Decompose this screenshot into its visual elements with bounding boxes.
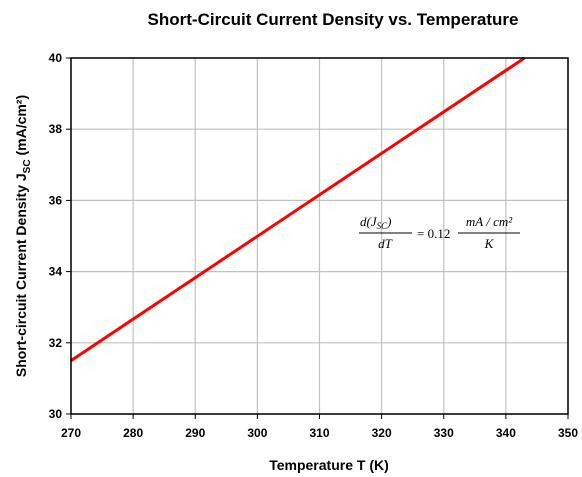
- equation-annotation: d(JSC) dT = 0.12 mA / cm² K: [359, 214, 520, 251]
- y-axis-label-prefix: Short-circuit Current Density J: [13, 173, 29, 377]
- x-tick-label: 270: [61, 426, 81, 440]
- y-tick-label: 38: [49, 122, 63, 136]
- x-tick-label: 350: [558, 426, 578, 440]
- y-tick-label: 30: [49, 407, 63, 421]
- x-tick-label: 300: [247, 426, 267, 440]
- eq-lhs-denominator: dT: [378, 236, 393, 251]
- x-tick-label: 340: [496, 426, 516, 440]
- eq-equals: = 0.12: [417, 226, 450, 241]
- y-tick-label: 34: [49, 265, 63, 279]
- x-tick-label: 330: [434, 426, 454, 440]
- y-axis-label: Short-circuit Current Density JSC (mA/cm…: [13, 95, 33, 377]
- y-tick-label: 36: [49, 193, 63, 207]
- y-axis-label-subscript: SC: [22, 159, 33, 173]
- x-tick-label: 290: [185, 426, 205, 440]
- y-axis-label-suffix: (mA/cm²): [13, 95, 29, 160]
- series-layer: [70, 56, 526, 362]
- series-line-0: [70, 56, 526, 362]
- y-tick-label: 40: [49, 51, 63, 65]
- eq-lhs-numerator: d(JSC): [360, 214, 391, 231]
- eq-rhs-numerator: mA / cm²: [466, 214, 513, 229]
- x-axis-label: Temperature T (K): [269, 457, 389, 473]
- chart-title: Short-Circuit Current Density vs. Temper…: [148, 10, 519, 29]
- x-tick-label: 280: [123, 426, 143, 440]
- y-tick-label: 32: [49, 336, 63, 350]
- eq-rhs-denominator: K: [484, 236, 495, 251]
- x-tick-label: 310: [309, 426, 329, 440]
- x-tick-label: 320: [372, 426, 392, 440]
- y-tick-labels: 30 32 34 36 38 40: [49, 51, 71, 421]
- x-tick-labels: 270 280 290 300 310 320 330 340 350: [61, 414, 578, 440]
